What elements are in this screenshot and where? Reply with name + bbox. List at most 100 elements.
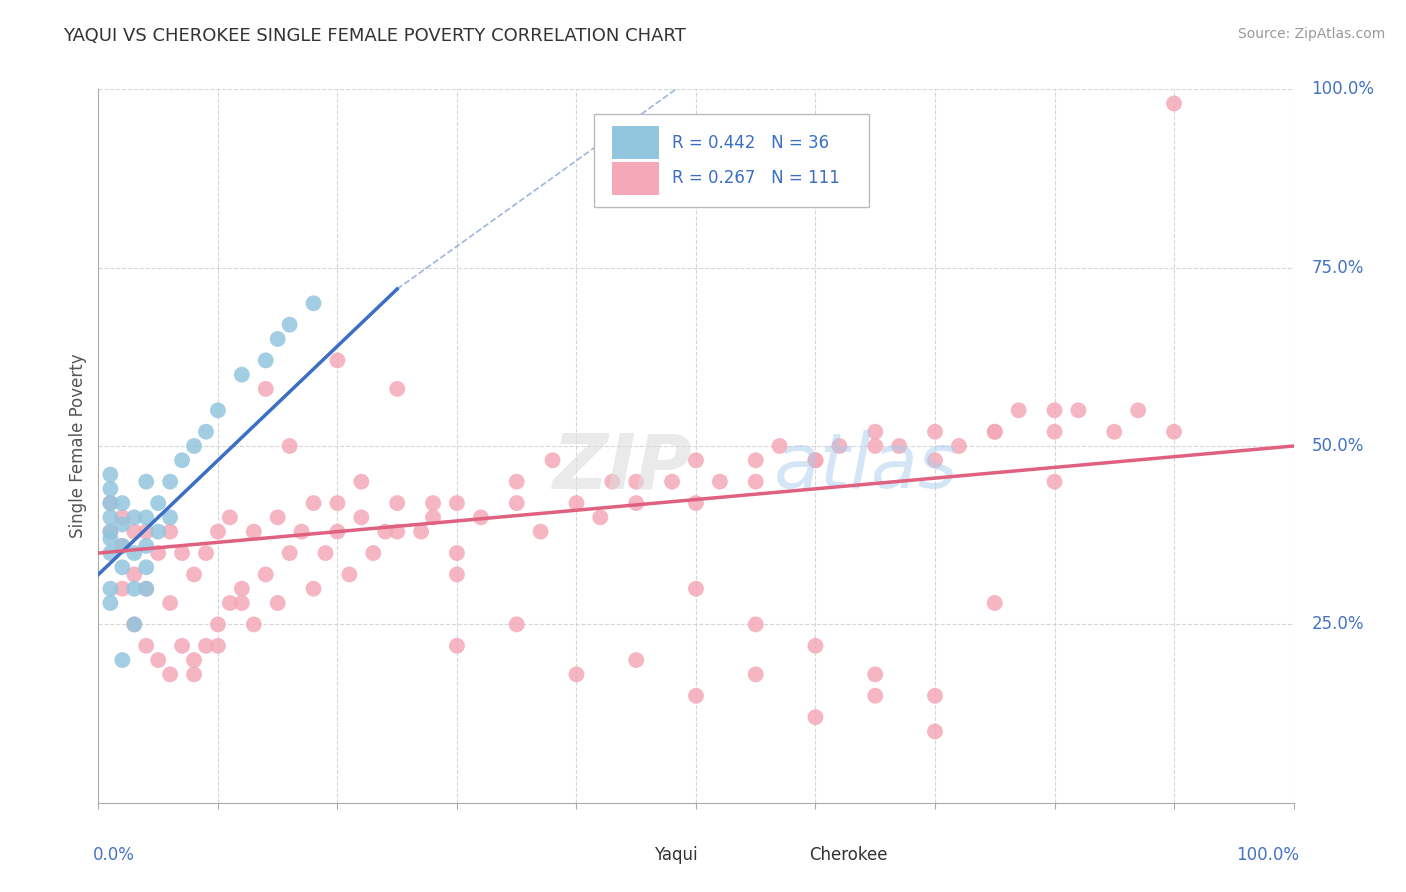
- Point: [219, 596, 242, 610]
- Point: [195, 546, 218, 560]
- Text: R = 0.267   N = 111: R = 0.267 N = 111: [672, 169, 839, 187]
- FancyBboxPatch shape: [613, 162, 659, 194]
- Point: [207, 403, 229, 417]
- Point: [111, 653, 134, 667]
- Point: [267, 332, 290, 346]
- Point: [98, 524, 122, 539]
- Point: [98, 546, 122, 560]
- Point: [350, 510, 373, 524]
- Point: [506, 617, 529, 632]
- Point: [183, 439, 205, 453]
- Point: [865, 425, 887, 439]
- Point: [709, 475, 731, 489]
- FancyBboxPatch shape: [610, 843, 648, 869]
- Point: [111, 582, 134, 596]
- Point: [1163, 96, 1185, 111]
- Point: [374, 524, 396, 539]
- Point: [278, 546, 301, 560]
- Text: 100.0%: 100.0%: [1236, 846, 1299, 863]
- Point: [565, 496, 588, 510]
- Point: [231, 368, 253, 382]
- Point: [135, 475, 157, 489]
- Point: [984, 425, 1007, 439]
- Point: [148, 653, 170, 667]
- Point: [506, 496, 529, 510]
- FancyBboxPatch shape: [765, 843, 804, 869]
- Point: [446, 546, 468, 560]
- Point: [745, 667, 768, 681]
- Point: [231, 582, 253, 596]
- Point: [124, 567, 146, 582]
- Point: [565, 667, 588, 681]
- Text: YAQUI VS CHEROKEE SINGLE FEMALE POVERTY CORRELATION CHART: YAQUI VS CHEROKEE SINGLE FEMALE POVERTY …: [63, 27, 686, 45]
- Point: [422, 496, 444, 510]
- Point: [98, 496, 122, 510]
- Point: [924, 453, 946, 467]
- Y-axis label: Single Female Poverty: Single Female Poverty: [69, 354, 87, 538]
- Point: [111, 510, 134, 524]
- Point: [98, 524, 122, 539]
- Point: [984, 425, 1007, 439]
- Point: [159, 667, 181, 681]
- Point: [111, 539, 134, 553]
- Point: [302, 496, 325, 510]
- Point: [948, 439, 970, 453]
- Point: [111, 560, 134, 574]
- Point: [124, 617, 146, 632]
- Point: [183, 567, 205, 582]
- Point: [207, 617, 229, 632]
- Point: [124, 524, 146, 539]
- Point: [172, 639, 194, 653]
- Point: [98, 496, 122, 510]
- Point: [1067, 403, 1090, 417]
- Point: [315, 546, 337, 560]
- Point: [326, 353, 349, 368]
- Point: [124, 582, 146, 596]
- Point: [1163, 425, 1185, 439]
- Point: [159, 524, 181, 539]
- Point: [865, 667, 887, 681]
- Point: [745, 617, 768, 632]
- Point: [446, 567, 468, 582]
- Text: Source: ZipAtlas.com: Source: ZipAtlas.com: [1237, 27, 1385, 41]
- Point: [326, 496, 349, 510]
- Point: [828, 439, 851, 453]
- Point: [254, 353, 277, 368]
- FancyBboxPatch shape: [595, 114, 869, 207]
- Point: [159, 510, 181, 524]
- Point: [924, 724, 946, 739]
- Point: [172, 453, 194, 467]
- Point: [124, 617, 146, 632]
- Point: [865, 439, 887, 453]
- Point: [135, 539, 157, 553]
- Point: [278, 439, 301, 453]
- Point: [243, 524, 266, 539]
- Point: [804, 710, 827, 724]
- Text: 100.0%: 100.0%: [1312, 80, 1375, 98]
- Point: [195, 425, 218, 439]
- Text: R = 0.442   N = 36: R = 0.442 N = 36: [672, 134, 830, 152]
- Point: [98, 482, 122, 496]
- Point: [470, 510, 492, 524]
- Point: [804, 453, 827, 467]
- Point: [254, 382, 277, 396]
- Point: [111, 539, 134, 553]
- Point: [541, 453, 564, 467]
- Text: 0.0%: 0.0%: [93, 846, 135, 863]
- Point: [98, 510, 122, 524]
- Text: 75.0%: 75.0%: [1312, 259, 1364, 277]
- Text: Cherokee: Cherokee: [810, 846, 889, 863]
- Point: [339, 567, 361, 582]
- Point: [135, 510, 157, 524]
- Point: [804, 453, 827, 467]
- Point: [506, 475, 529, 489]
- Point: [1104, 425, 1126, 439]
- Point: [350, 475, 373, 489]
- Point: [267, 510, 290, 524]
- Point: [124, 510, 146, 524]
- Point: [889, 439, 911, 453]
- Text: Yaqui: Yaqui: [654, 846, 697, 863]
- Text: 25.0%: 25.0%: [1312, 615, 1364, 633]
- Point: [1043, 475, 1066, 489]
- Point: [602, 475, 624, 489]
